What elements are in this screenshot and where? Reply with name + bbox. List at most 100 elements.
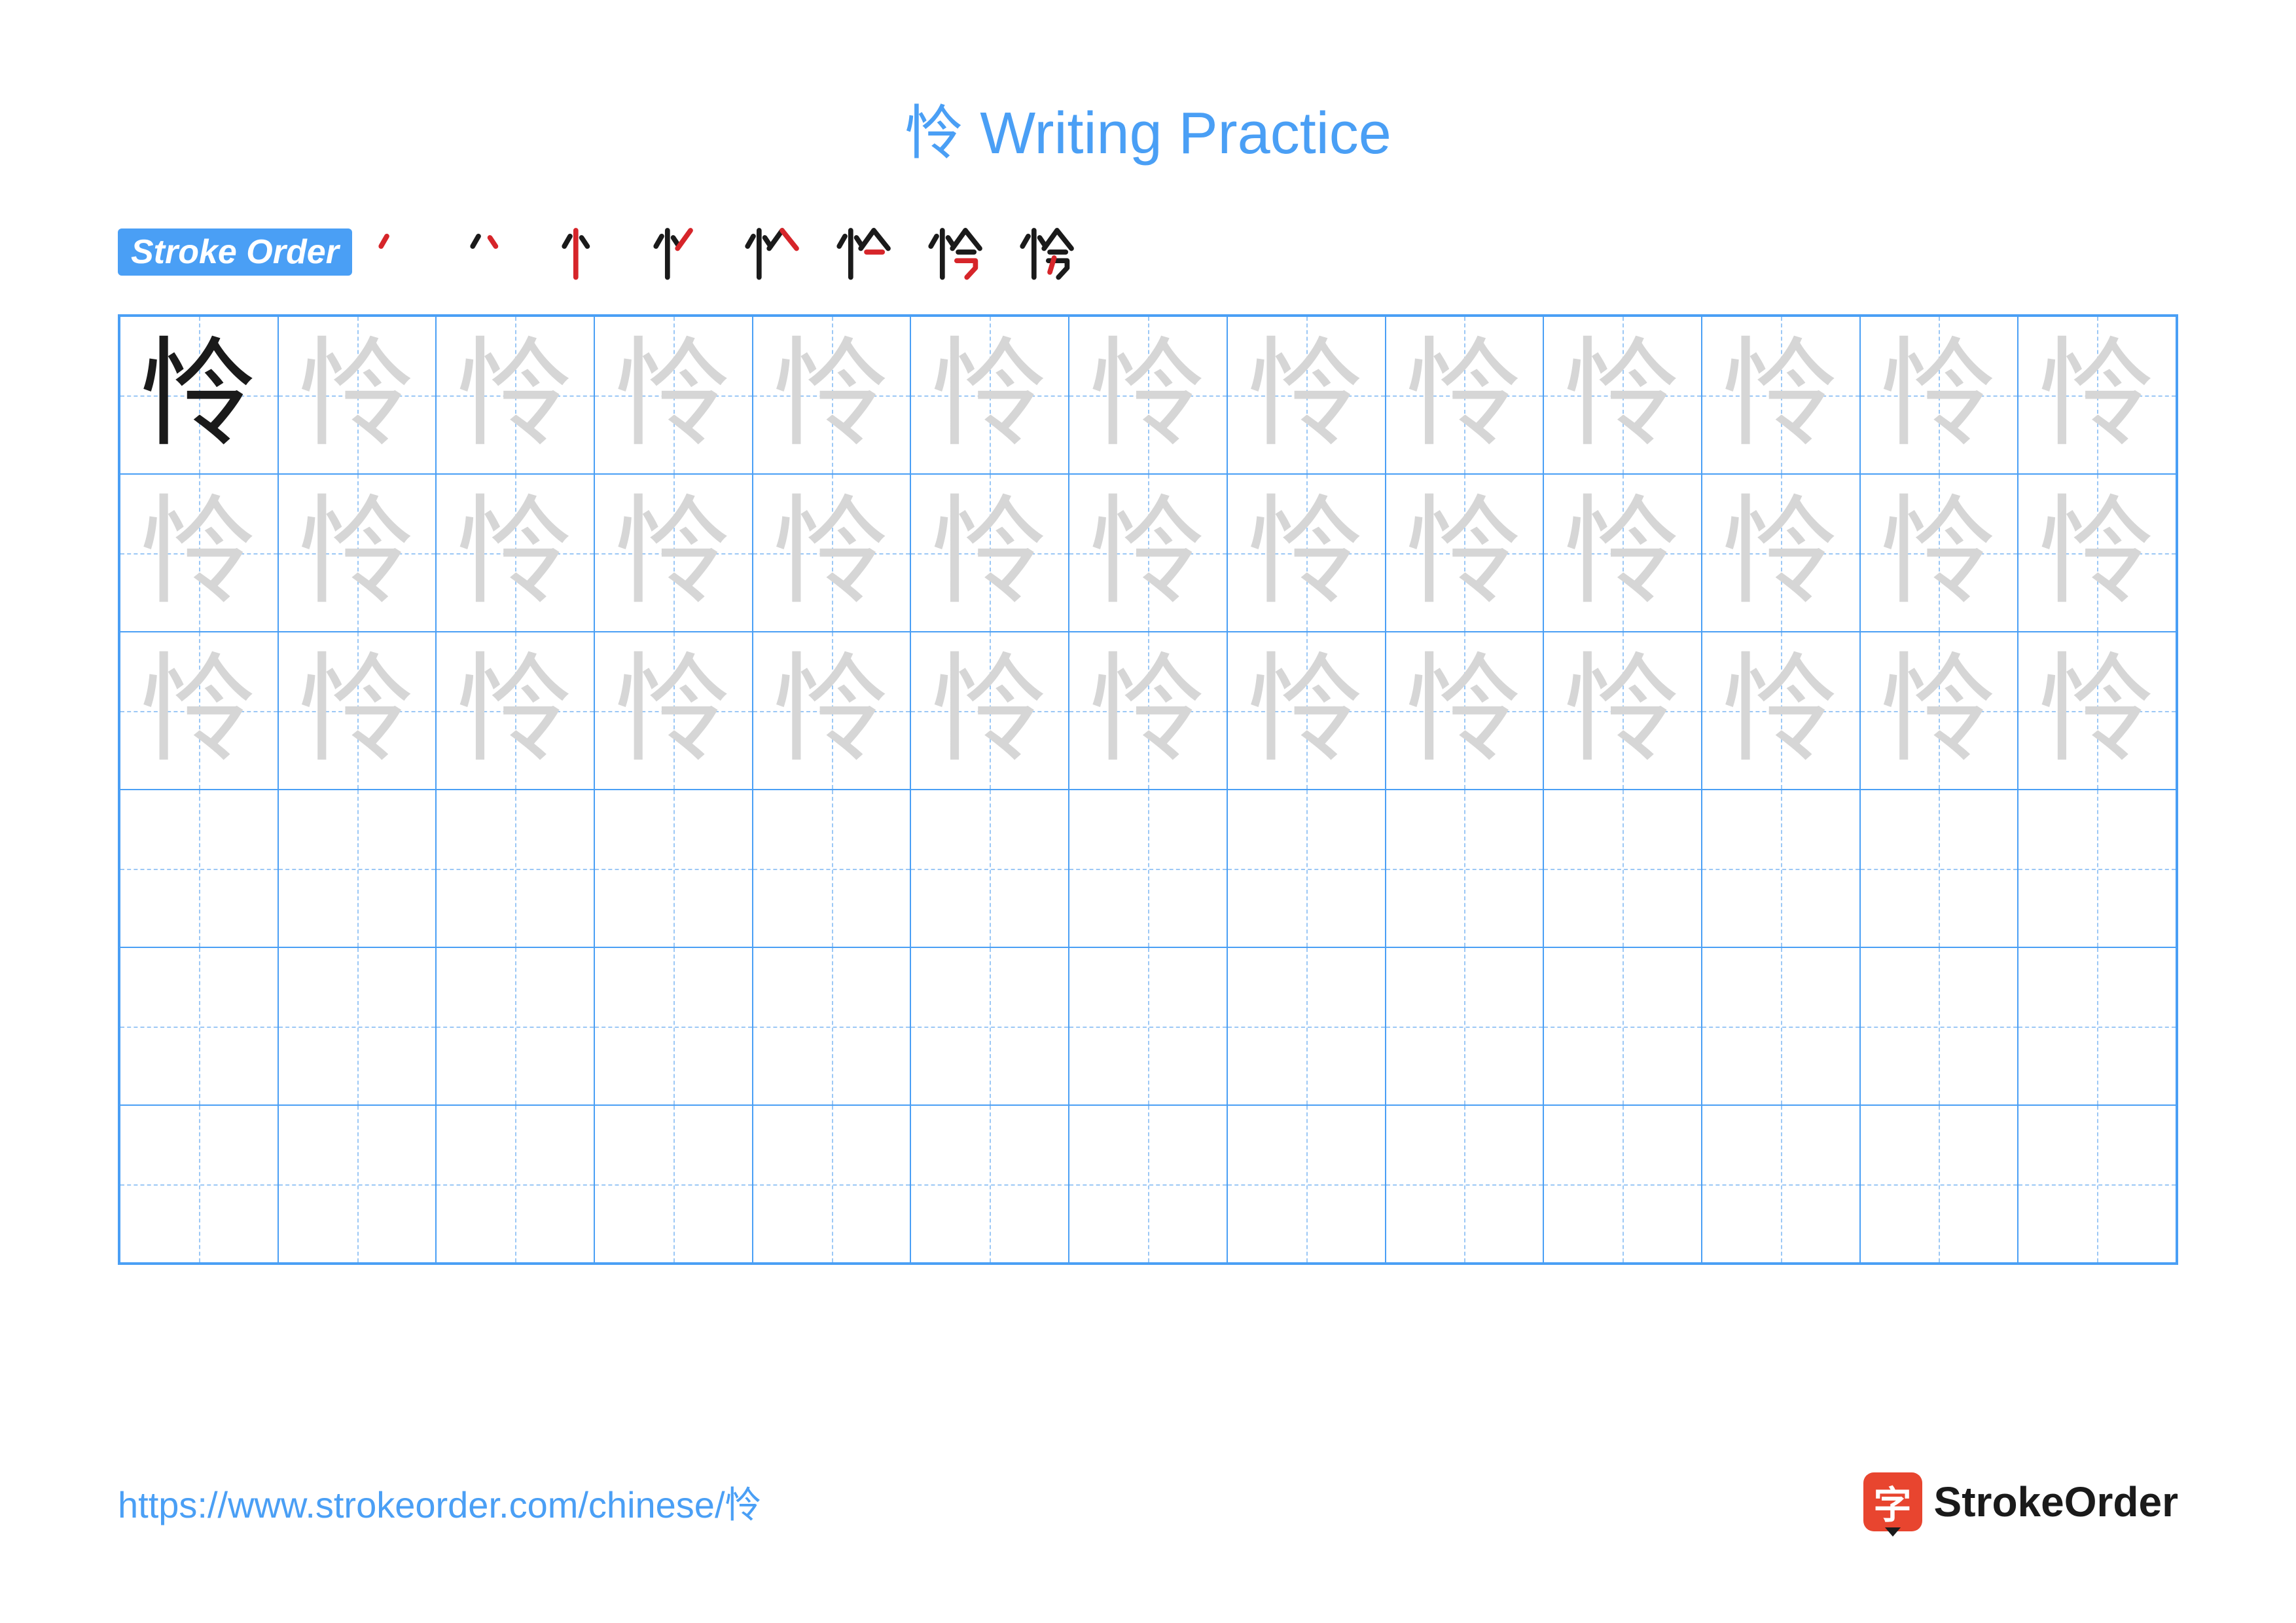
source-url[interactable]: https://www.strokeorder.com/chinese/怜	[118, 1476, 762, 1529]
stroke-order-badge: Stroke Order	[118, 228, 352, 276]
grid-cell	[1069, 947, 1227, 1105]
ghost-character: 怜	[2038, 652, 2156, 770]
ghost-character: 怜	[1722, 337, 1840, 454]
grid-cell: 怜	[436, 474, 594, 632]
ghost-character: 怜	[1247, 494, 1365, 612]
grid-cell	[1543, 947, 1702, 1105]
grid-cell: 怜	[1543, 316, 1702, 474]
grid-cell	[1069, 790, 1227, 947]
grid-cell	[1386, 1105, 1544, 1263]
grid-cell	[1069, 1105, 1227, 1263]
grid-cell: 怜	[2018, 474, 2176, 632]
page-title: 怜 Writing Practice	[118, 85, 2178, 170]
ghost-character: 怜	[615, 652, 732, 770]
ghost-character: 怜	[1089, 652, 1207, 770]
grid-cell	[594, 1105, 753, 1263]
stroke-step-2	[457, 216, 529, 288]
ghost-character: 怜	[931, 337, 1049, 454]
ghost-character: 怜	[1405, 337, 1523, 454]
grid-cell: 怜	[1386, 632, 1544, 790]
grid-cell	[436, 1105, 594, 1263]
grid-cell: 怜	[753, 316, 911, 474]
grid-cell: 怜	[1860, 316, 2018, 474]
ghost-character: 怜	[1247, 337, 1365, 454]
ghost-character: 怜	[1564, 494, 1681, 612]
ghost-character: 怜	[1564, 337, 1681, 454]
practice-grid: 怜怜怜怜怜怜怜怜怜怜怜怜怜怜怜怜怜怜怜怜怜怜怜怜怜怜怜怜怜怜怜怜怜怜怜怜怜怜怜	[118, 314, 2178, 1265]
grid-cell	[594, 947, 753, 1105]
grid-cell: 怜	[753, 632, 911, 790]
stroke-step-1	[365, 216, 437, 288]
grid-cell: 怜	[2018, 632, 2176, 790]
grid-cell: 怜	[1069, 632, 1227, 790]
grid-cell: 怜	[2018, 316, 2176, 474]
grid-cell: 怜	[910, 632, 1069, 790]
ghost-character: 怜	[931, 494, 1049, 612]
grid-cell: 怜	[278, 316, 437, 474]
grid-cell	[278, 790, 437, 947]
stroke-step-6	[823, 216, 895, 288]
grid-cell: 怜	[753, 474, 911, 632]
ghost-character: 怜	[140, 652, 258, 770]
grid-cell: 怜	[1227, 474, 1386, 632]
ghost-character: 怜	[615, 494, 732, 612]
ghost-character: 怜	[931, 652, 1049, 770]
ghost-character: 怜	[456, 494, 574, 612]
grid-cell: 怜	[120, 474, 278, 632]
stroke-step-4	[640, 216, 712, 288]
grid-cell: 怜	[594, 474, 753, 632]
grid-cell	[910, 947, 1069, 1105]
grid-cell: 怜	[120, 316, 278, 474]
grid-cell	[1860, 790, 2018, 947]
grid-cell	[594, 790, 753, 947]
ghost-character: 怜	[1880, 494, 1998, 612]
brand-text: StrokeOrder	[1934, 1478, 2178, 1526]
grid-cell: 怜	[1386, 316, 1544, 474]
grid-cell: 怜	[910, 474, 1069, 632]
ghost-character: 怜	[1247, 652, 1365, 770]
grid-cell: 怜	[1227, 316, 1386, 474]
ghost-character: 怜	[298, 652, 416, 770]
stroke-step-3	[548, 216, 620, 288]
grid-cell: 怜	[1702, 316, 1860, 474]
ghost-character: 怜	[298, 337, 416, 454]
ghost-character: 怜	[1089, 494, 1207, 612]
stroke-step-7	[915, 216, 987, 288]
grid-cell	[120, 790, 278, 947]
grid-cell	[1860, 947, 2018, 1105]
example-character: 怜	[140, 337, 258, 454]
grid-cell	[1543, 790, 1702, 947]
grid-cell	[1702, 947, 1860, 1105]
grid-cell: 怜	[1069, 474, 1227, 632]
grid-cell: 怜	[1543, 474, 1702, 632]
grid-cell	[910, 1105, 1069, 1263]
ghost-character: 怜	[1880, 652, 1998, 770]
grid-cell	[1227, 947, 1386, 1105]
ghost-character: 怜	[615, 337, 732, 454]
grid-cell	[753, 1105, 911, 1263]
grid-cell	[1227, 1105, 1386, 1263]
grid-cell	[2018, 790, 2176, 947]
grid-cell	[753, 947, 911, 1105]
brand: 字 StrokeOrder	[1863, 1472, 2178, 1531]
grid-cell: 怜	[1227, 632, 1386, 790]
grid-cell	[753, 790, 911, 947]
ghost-character: 怜	[140, 494, 258, 612]
grid-cell: 怜	[1860, 474, 2018, 632]
ghost-character: 怜	[1722, 494, 1840, 612]
ghost-character: 怜	[773, 337, 891, 454]
grid-cell: 怜	[1543, 632, 1702, 790]
grid-cell: 怜	[1702, 474, 1860, 632]
grid-cell	[1702, 1105, 1860, 1263]
grid-cell: 怜	[594, 316, 753, 474]
grid-cell: 怜	[1069, 316, 1227, 474]
grid-cell: 怜	[120, 632, 278, 790]
grid-cell	[1227, 790, 1386, 947]
grid-cell	[910, 790, 1069, 947]
grid-cell	[120, 1105, 278, 1263]
grid-cell	[278, 947, 437, 1105]
footer: https://www.strokeorder.com/chinese/怜 字 …	[118, 1472, 2178, 1531]
grid-cell: 怜	[436, 632, 594, 790]
ghost-character: 怜	[456, 337, 574, 454]
grid-cell: 怜	[1702, 632, 1860, 790]
